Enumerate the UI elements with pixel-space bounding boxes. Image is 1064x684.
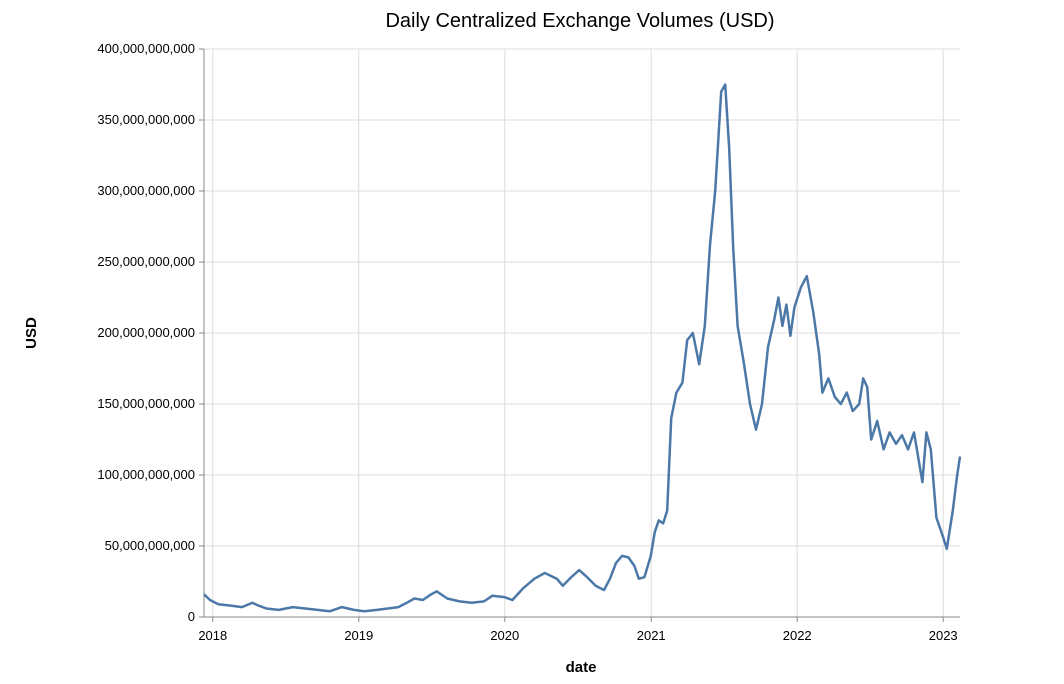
series-line (203, 83, 962, 613)
y-axis: 0 50,000,000,000 100,000,000,000 150,000,00… (97, 41, 205, 624)
y-axis-title: USD (23, 317, 40, 349)
y-tick-label: 150,000,000,000 (97, 396, 195, 411)
y-tick-label: 300,000,000,000 (97, 183, 195, 198)
x-tick-label: 2023 (929, 628, 958, 643)
y-tick-label: 250,000,000,000 (97, 254, 195, 269)
x-tick-label: 2020 (490, 628, 519, 643)
x-axis: 2018 2019 2020 2021 2022 2023 (198, 616, 960, 643)
x-tick-label: 2021 (637, 628, 666, 643)
y-tick-label: 0 (188, 609, 195, 624)
y-tick-label: 100,000,000,000 (97, 467, 195, 482)
x-gridlines (212, 49, 944, 617)
y-tick-label: 50,000,000,000 (105, 538, 195, 553)
x-axis-title: date (566, 659, 597, 676)
chart-title: Daily Centralized Exchange Volumes (USD) (385, 10, 774, 32)
y-tick-label: 400,000,000,000 (97, 41, 195, 56)
y-tick-label: 350,000,000,000 (97, 112, 195, 127)
x-tick-label: 2022 (783, 628, 812, 643)
y-gridlines (204, 48, 960, 618)
x-tick-label: 2019 (344, 628, 373, 643)
x-tick-label: 2018 (198, 628, 227, 643)
y-tick-label: 200,000,000,000 (97, 325, 195, 340)
